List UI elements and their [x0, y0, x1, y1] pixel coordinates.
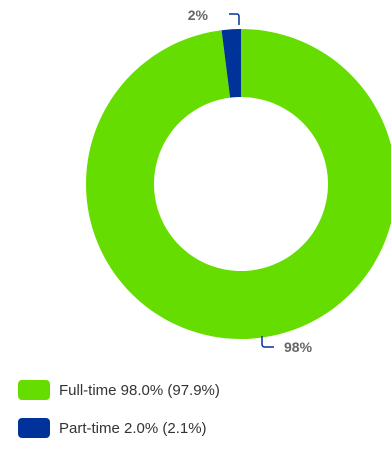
- legend-item-full-time[interactable]: Full-time 98.0% (97.9%): [18, 378, 378, 402]
- slice-full-time: [86, 29, 391, 339]
- legend-label-part-time: Part-time 2.0% (2.1%): [59, 419, 207, 437]
- leader-line-part-time: [229, 13, 240, 25]
- slice-part-time: [221, 29, 241, 98]
- legend-item-part-time[interactable]: Part-time 2.0% (2.1%): [18, 416, 378, 440]
- legend: Full-time 98.0% (97.9%) Part-time 2.0% (…: [18, 378, 378, 454]
- legend-label-full-time: Full-time 98.0% (97.9%): [59, 381, 220, 399]
- data-label-full-time: 98%: [284, 339, 313, 355]
- legend-swatch-part-time: [18, 418, 50, 438]
- leader-line-full-time: [261, 336, 274, 348]
- legend-swatch-full-time: [18, 380, 50, 400]
- donut-chart: 98% 2%: [86, 7, 391, 355]
- data-label-part-time: 2%: [188, 7, 209, 23]
